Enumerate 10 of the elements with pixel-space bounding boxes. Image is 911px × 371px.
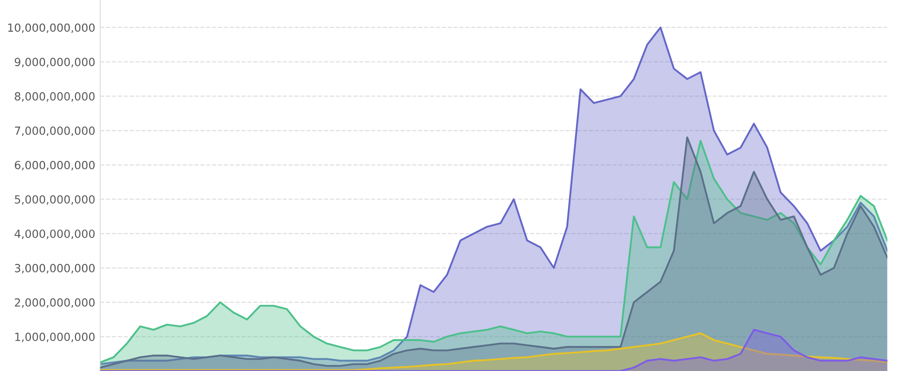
y-tick-label: 4,000,000,000 [14, 230, 95, 240]
y-tick-label: 1,000,000,000 [15, 332, 95, 342]
y-tick-label: 10,000,000,000 [8, 23, 95, 33]
y-tick-label: 5,000,000,000 [14, 195, 95, 205]
y-tick-label: 3,000,000,000 [14, 264, 95, 274]
y-tick-label: 6,000,000,000 [14, 160, 95, 170]
y-tick-label: 7,000,000,000 [14, 126, 95, 136]
y-tick-label: 2,000,000,000 [14, 298, 95, 308]
y-tick-label: 9,000,000,000 [14, 58, 95, 68]
y-tick-label: 8,000,000,000 [14, 92, 95, 102]
